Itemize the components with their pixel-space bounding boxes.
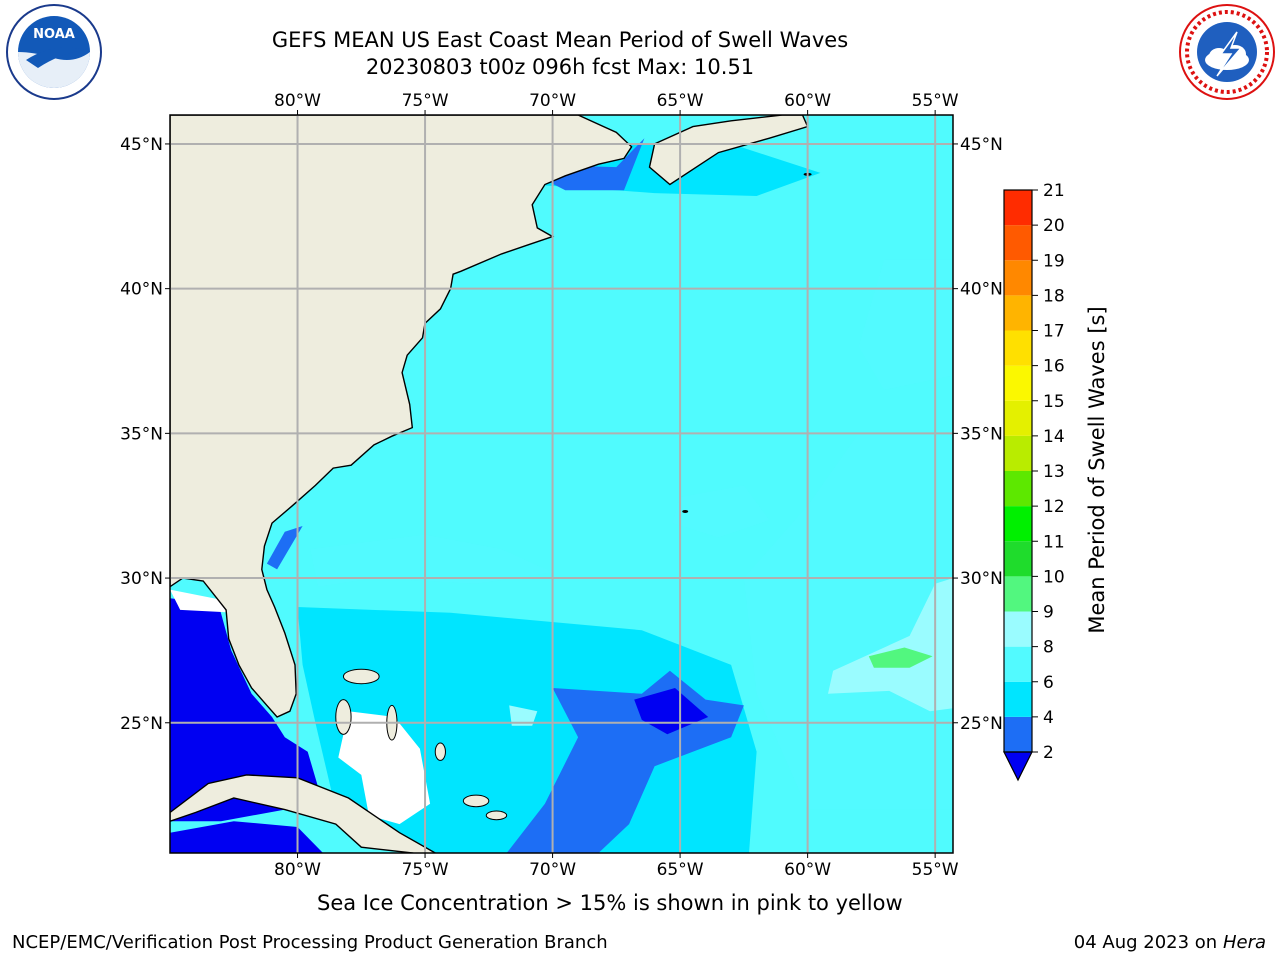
lon-label-top: 80°W bbox=[274, 91, 321, 111]
lat-label-left: 30°N bbox=[120, 569, 163, 589]
lat-label-left: 45°N bbox=[120, 135, 163, 155]
map-frame bbox=[169, 114, 954, 854]
colorbar-segment bbox=[1004, 646, 1032, 682]
colorbar-tick-label: 9 bbox=[1043, 603, 1054, 623]
lat-label-right: 40°N bbox=[960, 280, 1003, 300]
bahamas-island bbox=[335, 699, 352, 735]
lat-label-right: 30°N bbox=[960, 569, 1003, 589]
footer-machine: Hera bbox=[1222, 932, 1266, 953]
swell-under-2s-region bbox=[170, 821, 323, 853]
footer-date-text: 04 Aug 2023 on bbox=[1073, 932, 1218, 953]
colorbar-tick-label: 8 bbox=[1043, 638, 1054, 658]
bermuda-island bbox=[682, 509, 689, 513]
lat-label-left: 25°N bbox=[120, 714, 163, 734]
colorbar-segment bbox=[1004, 506, 1032, 542]
colorbar-tick-label: 16 bbox=[1043, 357, 1065, 377]
bahamas-island bbox=[485, 810, 508, 821]
bahamas-island bbox=[434, 742, 446, 761]
colorbar-segment bbox=[1004, 295, 1032, 331]
footer-date: 04 Aug 2023 on Hera bbox=[1074, 932, 1266, 953]
colorbar-tick-label: 2 bbox=[1043, 743, 1054, 763]
chart-title: GEFS MEAN US East Coast Mean Period of S… bbox=[271, 28, 849, 52]
sea-ice-note: Sea Ice Concentration > 15% is shown in … bbox=[317, 891, 903, 915]
lon-label-bottom: 65°W bbox=[657, 860, 704, 880]
colorbar-tick-label: 4 bbox=[1043, 708, 1054, 728]
colorbar-segment bbox=[1004, 576, 1032, 612]
nws-logo bbox=[1179, 4, 1275, 100]
bahamas-island bbox=[342, 668, 380, 685]
lon-label-top: 55°W bbox=[912, 91, 959, 111]
colorbar-tick-label: 13 bbox=[1043, 462, 1065, 482]
colorbar-segment bbox=[1004, 365, 1032, 401]
swell-9-10s-region bbox=[509, 705, 538, 726]
colorbar-segment bbox=[1004, 225, 1032, 261]
colorbar-tick-label: 19 bbox=[1043, 251, 1065, 271]
colorbar-underflow-arrow bbox=[1003, 751, 1033, 782]
colorbar-tick-label: 17 bbox=[1043, 322, 1065, 342]
colorbar-segment bbox=[1004, 260, 1032, 296]
lat-label-right: 25°N bbox=[960, 714, 1003, 734]
colorbar-tick-label: 15 bbox=[1043, 392, 1065, 412]
map-plot-area bbox=[170, 115, 953, 853]
lon-label-bottom: 60°W bbox=[784, 860, 831, 880]
cuba-land bbox=[170, 774, 437, 853]
lon-label-bottom: 75°W bbox=[402, 860, 449, 880]
lon-label-top: 70°W bbox=[529, 91, 576, 111]
swell-10-11s-region bbox=[868, 647, 933, 668]
chart-subtitle-forecast: 20230803 t00z 096h fcst Max: 10.51 bbox=[365, 55, 755, 79]
us-east-coast-land bbox=[170, 115, 633, 718]
lon-label-bottom: 55°W bbox=[912, 860, 959, 880]
no-data-region bbox=[170, 589, 237, 613]
swell-8-9s-region bbox=[743, 433, 953, 810]
colorbar-tick-label: 6 bbox=[1043, 673, 1054, 693]
svg-text:NOAA: NOAA bbox=[33, 27, 75, 42]
lon-label-top: 75°W bbox=[402, 91, 449, 111]
lat-label-right: 45°N bbox=[960, 135, 1003, 155]
colorbar-segment bbox=[1004, 716, 1032, 752]
lon-label-top: 60°W bbox=[784, 91, 831, 111]
colorbar-tick-label: 18 bbox=[1043, 286, 1065, 306]
colorbar-segment bbox=[1004, 400, 1032, 436]
colorbar-segment bbox=[1004, 471, 1032, 507]
lon-label-bottom: 70°W bbox=[529, 860, 576, 880]
colorbar-tick-label: 14 bbox=[1043, 427, 1065, 447]
noaa-logo: NOAA bbox=[6, 4, 102, 100]
swell-9-10s-region bbox=[828, 578, 953, 712]
no-data-region bbox=[338, 711, 431, 825]
colorbar-tick-label: 20 bbox=[1043, 216, 1065, 236]
colorbar-segment bbox=[1004, 611, 1032, 647]
lat-label-right: 35°N bbox=[960, 424, 1003, 444]
bahamas-island bbox=[462, 794, 490, 808]
colorbar-segment bbox=[1004, 435, 1032, 471]
colorbar-tick-label: 21 bbox=[1043, 181, 1065, 201]
colorbar-segment bbox=[1004, 681, 1032, 717]
colorbar-tick-label: 10 bbox=[1043, 567, 1065, 587]
swell-2-4s-region bbox=[266, 526, 303, 570]
colorbar-label: Mean Period of Swell Waves [s] bbox=[1085, 306, 1109, 634]
lon-label-bottom: 80°W bbox=[274, 860, 321, 880]
lon-label-top: 65°W bbox=[657, 91, 704, 111]
lat-label-left: 40°N bbox=[120, 280, 163, 300]
colorbar-segment bbox=[1004, 330, 1032, 366]
colorbar-segment bbox=[1004, 541, 1032, 577]
swell-8-9s-region bbox=[858, 259, 953, 390]
swell-8-9s-region bbox=[672, 485, 770, 538]
footer-branch: NCEP/EMC/Verification Post Processing Pr… bbox=[12, 932, 608, 953]
swell-under-2s-region bbox=[170, 598, 323, 822]
colorbar-tick-label: 11 bbox=[1043, 532, 1065, 552]
lat-label-left: 35°N bbox=[120, 424, 163, 444]
colorbar-segment bbox=[1004, 190, 1032, 226]
swell-8-9s-region bbox=[310, 534, 553, 587]
colorbar-tick-label: 12 bbox=[1043, 497, 1065, 517]
